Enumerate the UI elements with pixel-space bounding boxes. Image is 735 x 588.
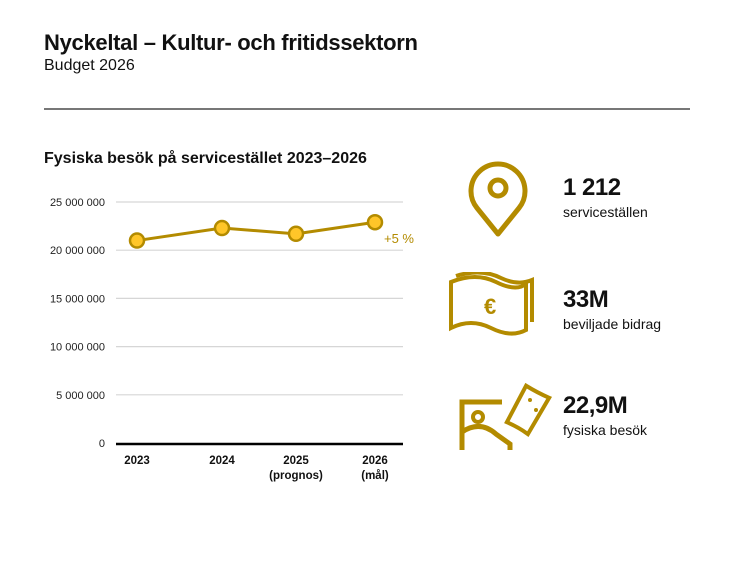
- divider: [44, 108, 690, 110]
- data-point: [366, 213, 384, 231]
- data-point: [128, 232, 146, 249]
- y-tick-label: 15 000 000: [50, 293, 105, 305]
- x-tick-label: 2023: [124, 455, 150, 467]
- x-tick-label: (prognos): [269, 470, 323, 482]
- series-line: [136, 220, 376, 243]
- kpi-bidrag: 33M beviljade bidrag: [563, 286, 661, 332]
- chart-title: Fysiska besök på servicestället 2023–202…: [44, 150, 367, 167]
- y-tick-label: 25 000 000: [50, 197, 105, 209]
- kpi-value: 22,9M: [563, 392, 628, 419]
- kpi-label: fysiska besök: [563, 422, 648, 438]
- kpi-servicestallen: 1 212 serviceställen: [563, 174, 648, 220]
- y-tick-label: 5 000 000: [56, 390, 105, 402]
- y-tick-label: 10 000 000: [50, 342, 105, 354]
- x-tick-label: 2025: [283, 455, 309, 467]
- kpi-label: serviceställen: [563, 204, 648, 220]
- x-tick-label: (mål): [361, 470, 389, 482]
- ticket-image-icon: [459, 382, 553, 450]
- x-tick-label: 2024: [209, 455, 235, 467]
- y-tick-label: 20 000 000: [50, 245, 105, 257]
- y-tick-label: 0: [99, 438, 105, 450]
- data-point: [287, 225, 305, 243]
- x-tick-label: 2026: [362, 455, 388, 467]
- map-pin-icon: [468, 161, 528, 237]
- page-title: Nyckeltal – Kultur- och fritidssektorn: [44, 30, 418, 55]
- data-point: [213, 219, 231, 237]
- kpi-value: 33M: [563, 286, 609, 313]
- banknote-euro-icon: €: [449, 272, 534, 336]
- svg-text:€: €: [484, 294, 496, 319]
- page-subtitle: Budget 2026: [44, 57, 135, 74]
- change-annotation: +5 %: [384, 231, 414, 246]
- kpi-label: beviljade bidrag: [563, 316, 662, 332]
- kpi-besok: 22,9M fysiska besök: [563, 392, 647, 438]
- kpi-value: 1 212: [563, 174, 621, 201]
